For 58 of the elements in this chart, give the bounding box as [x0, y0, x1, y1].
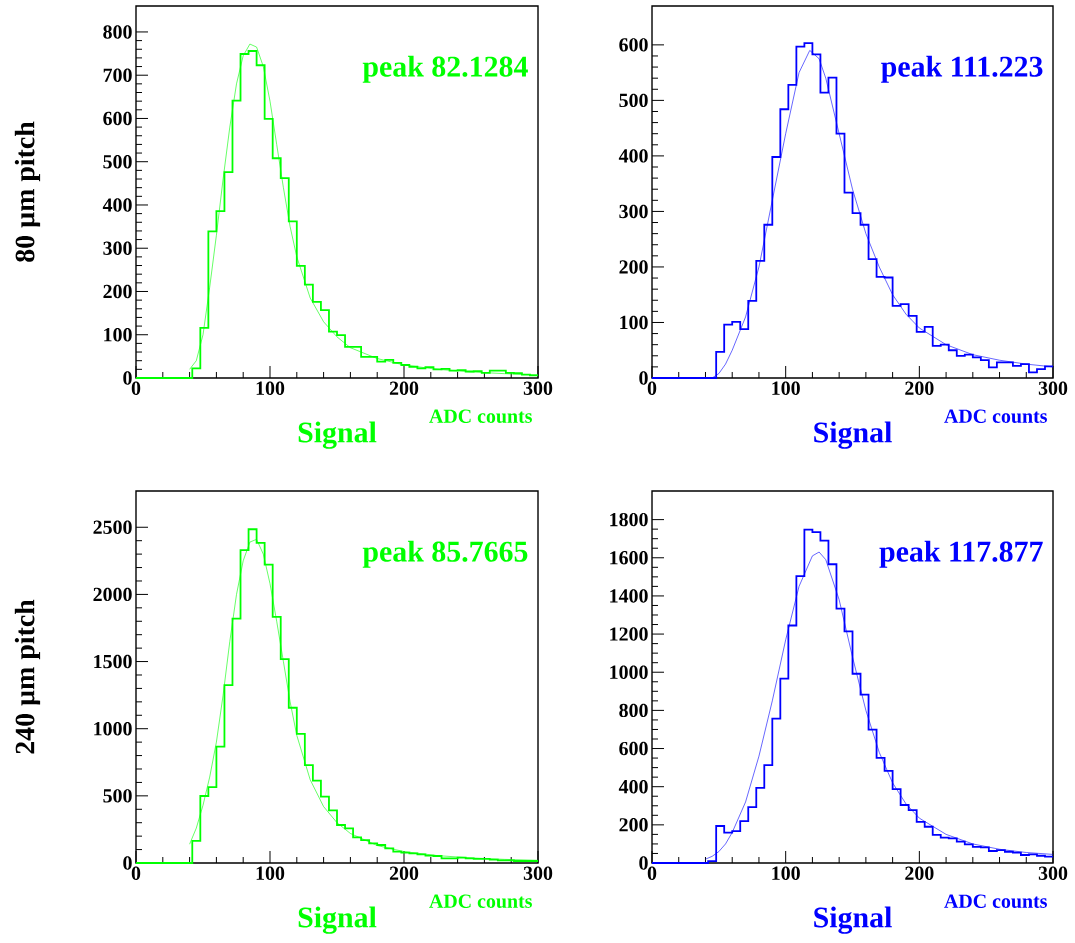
y-tick-label: 100 [104, 328, 132, 342]
y-tick-label: 800 [103, 25, 132, 39]
y-tick-label: 1000 [610, 665, 648, 679]
text: ADC counts [944, 894, 1047, 908]
y-tick-label: 1200 [610, 627, 648, 641]
x-tick-label: 200 [905, 866, 934, 880]
y-tick-label: 400 [102, 198, 132, 212]
x-tick-label: 300 [1038, 381, 1068, 395]
x-tick-label: 100 [772, 866, 800, 880]
y-tick-label: 600 [103, 111, 132, 126]
annotation: peak 82.1284 [362, 55, 528, 83]
y-tick-label: 600 [619, 38, 648, 52]
y-tick-label: 200 [619, 818, 648, 832]
y-tick-label: 1500 [94, 654, 132, 669]
y-axis-title: 240 µm pitch [14, 599, 41, 754]
annotation: peak 111.223 [881, 55, 1043, 83]
x-tick-label: 200 [389, 866, 419, 880]
x-tick-label: 300 [523, 866, 553, 880]
annotation: peak 117.877 [879, 540, 1043, 568]
x-tick-label: 100 [256, 866, 285, 880]
x-tick-label: 300 [523, 381, 553, 395]
y-tick-label: 500 [619, 93, 648, 108]
y-tick-label: 2500 [93, 520, 132, 534]
y-tick-label: 0 [123, 856, 132, 870]
y-tick-label: 200 [619, 260, 648, 274]
y-tick-label: 400 [618, 779, 648, 794]
y-tick-label: 300 [619, 204, 648, 219]
y-tick-label: 1800 [610, 512, 648, 527]
x-axis-title: Signal [814, 906, 892, 934]
y-tick-label: 400 [618, 149, 648, 163]
y-tick-label: 300 [103, 241, 132, 255]
y-tick-label: 100 [620, 315, 648, 330]
y-tick-label: 2000 [93, 587, 132, 602]
annotation: peak 85.7665 [362, 540, 528, 568]
y-tick-label: 500 [103, 789, 132, 803]
x-tick-label: 100 [772, 381, 800, 395]
x-tick-label: 200 [389, 381, 419, 395]
y-tick-label: 0 [123, 371, 132, 385]
y-tick-label: 200 [103, 284, 132, 299]
text: ADC counts [944, 409, 1047, 423]
x-tick-label: 200 [905, 381, 934, 395]
y-tick-label: 600 [619, 741, 648, 756]
y-tick-label: 1600 [610, 551, 648, 565]
x-axis-title: Signal [298, 421, 377, 449]
y-tick-label: 1000 [94, 721, 132, 736]
x-tick-label: 100 [256, 381, 285, 395]
y-axis-title: 80 µm pitch [14, 121, 41, 262]
y-tick-label: 800 [619, 703, 648, 718]
x-axis-title: Signal [298, 906, 377, 934]
y-tick-label: 0 [639, 856, 648, 870]
text: ADC counts [429, 409, 532, 423]
x-axis-title: Signal [814, 421, 892, 449]
y-tick-label: 1400 [610, 589, 648, 603]
y-tick-label: 500 [103, 154, 132, 169]
y-tick-label: 0 [639, 371, 648, 385]
text: ADC counts [429, 894, 532, 908]
x-tick-label: 300 [1038, 866, 1068, 880]
y-tick-label: 700 [103, 68, 132, 82]
